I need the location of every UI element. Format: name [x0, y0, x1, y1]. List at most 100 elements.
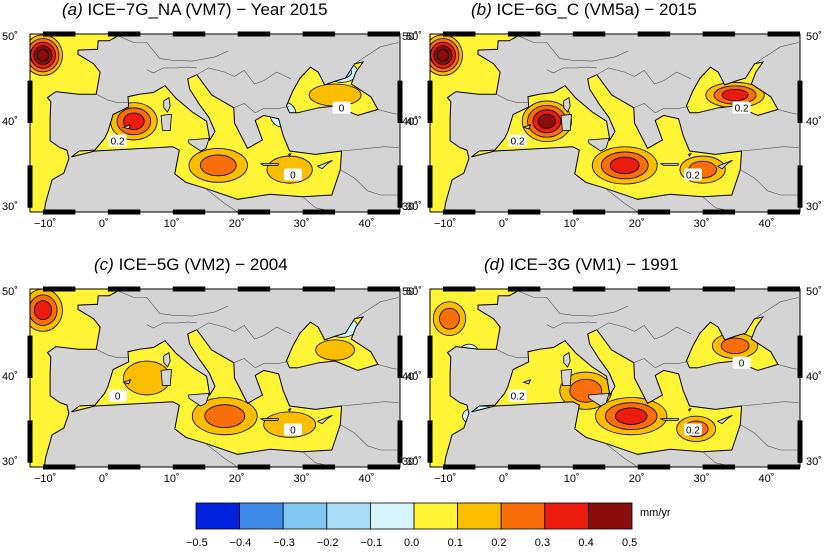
- panel-title: (c) ICE−5G (VM2) − 2004: [94, 255, 288, 275]
- border-line-8: [777, 109, 799, 115]
- lat-tick-label: 50˚: [402, 31, 418, 44]
- island-3: [660, 418, 680, 421]
- island-0: [163, 351, 171, 368]
- border-line-4: [633, 103, 690, 114]
- border-line-1: [595, 67, 692, 85]
- border-line-6: [340, 169, 399, 196]
- coastline-2: [29, 288, 119, 468]
- border-line-2: [496, 348, 528, 358]
- lat-tick-label: 50˚: [2, 286, 18, 299]
- contour-label: 0.2: [686, 426, 700, 437]
- island-6: [287, 407, 292, 412]
- island-5: [522, 379, 532, 385]
- coastline-2: [29, 33, 119, 213]
- contour-uplift-4-level-0: [315, 339, 355, 361]
- border-line-5: [341, 146, 399, 152]
- colorbar-tick-label: 0.2: [491, 537, 507, 549]
- island-4: [716, 159, 733, 170]
- lon-tick-label: 40˚: [358, 473, 375, 485]
- lon-tick-label: 20˚: [628, 218, 645, 230]
- colorbar-tick-label: −0.3: [273, 537, 295, 549]
- lat-tick-label: 30˚: [406, 200, 422, 213]
- border-line-2: [96, 93, 128, 103]
- lat-tick-label: 40˚: [806, 116, 822, 128]
- lat-tick-label: 30˚: [806, 200, 822, 213]
- border-line-10: [605, 443, 638, 468]
- island-5: [122, 124, 132, 130]
- lon-tick-label: 0˚: [498, 218, 509, 230]
- panel-title: (b) ICE−6G_C (VM5a) − 2015: [471, 0, 697, 20]
- contour-label: 0.2: [511, 392, 525, 403]
- coastline-0: [71, 74, 343, 200]
- coastline-1: [685, 316, 779, 371]
- contour-label: 0: [290, 171, 296, 182]
- contour-label: 0: [339, 104, 345, 115]
- border-line-1: [195, 322, 292, 340]
- colorbar-swatch: [369, 502, 415, 530]
- border-line-2: [96, 348, 128, 358]
- lat-tick-label: 50˚: [402, 286, 418, 299]
- island-4: [316, 414, 333, 425]
- lat-tick-label: 50˚: [406, 31, 422, 44]
- panel-map-1: 0.2 0.2 0.2: [427, 31, 803, 215]
- contour-uplift-2-level-1: [199, 154, 237, 177]
- island-3: [260, 163, 280, 166]
- lon-tick-label: 20˚: [628, 473, 645, 485]
- panel-title-text: ICE−5G (VM2) − 2004: [118, 255, 288, 274]
- contour-label: 0.2: [111, 137, 125, 148]
- lat-tick-label: 30˚: [406, 455, 422, 468]
- lon-tick-label: 10˚: [163, 218, 180, 230]
- lon-tick-label: 0˚: [498, 473, 509, 485]
- contour-label-bg: [283, 168, 302, 181]
- border-line-0: [117, 35, 229, 62]
- island-3: [660, 163, 680, 166]
- border-line-3: [546, 66, 597, 74]
- lat-tick-label: 40˚: [2, 371, 18, 383]
- island-6: [687, 407, 692, 412]
- coastline-1: [285, 61, 379, 116]
- contour-label-bg: [683, 168, 702, 181]
- coastline-2: [429, 288, 519, 468]
- border-line-0: [517, 35, 629, 62]
- panel-title-text: ICE−7G_NA (VM7) − Year 2015: [87, 0, 328, 19]
- border-line-10: [605, 188, 638, 213]
- colorbar-unit: mm/yr: [640, 507, 671, 519]
- island-0: [563, 351, 571, 368]
- island-1: [560, 369, 572, 386]
- island-4: [316, 159, 333, 170]
- contour-uplift-2-level-2: [609, 156, 640, 175]
- border-line-4: [233, 358, 290, 369]
- border-line-3: [546, 321, 597, 329]
- border-line-6: [740, 424, 799, 451]
- coastline-0: [71, 329, 343, 455]
- border-line-0: [117, 290, 229, 317]
- colorbar-tick-label: 0.4: [578, 537, 594, 549]
- island-0: [163, 96, 171, 113]
- lon-tick-label: 20˚: [228, 473, 245, 485]
- border-line-10: [205, 443, 238, 468]
- contour-uplift-2-level-1: [204, 404, 246, 429]
- contour-uplift-4-level-1: [720, 337, 750, 355]
- lon-tick-label: −10˚: [433, 473, 457, 485]
- island-5: [522, 124, 532, 130]
- lat-tick-label: 40˚: [2, 116, 18, 128]
- border-line-7: [354, 42, 399, 64]
- colorbar-tick-label: 0.0: [404, 537, 420, 549]
- border-line-3: [146, 321, 197, 329]
- border-line-2: [496, 93, 528, 103]
- lon-tick-label: 20˚: [228, 218, 245, 230]
- contour-label-bg: [332, 101, 351, 114]
- coastline-0: [471, 329, 743, 455]
- island-2: [587, 137, 610, 152]
- border-line-0: [517, 290, 629, 317]
- contour-uplift-0-level-4: [37, 48, 49, 62]
- contour-uplift-2-level-2: [614, 407, 648, 425]
- lat-tick-label: 50˚: [2, 31, 18, 44]
- contour-uplift-0-level-2: [33, 300, 53, 321]
- colorbar-swatch: [282, 502, 328, 530]
- coastline-0: [471, 74, 743, 200]
- lat-tick-label: 40˚: [402, 371, 418, 383]
- border-line-4: [633, 358, 690, 369]
- lat-tick-label: 40˚: [406, 371, 422, 383]
